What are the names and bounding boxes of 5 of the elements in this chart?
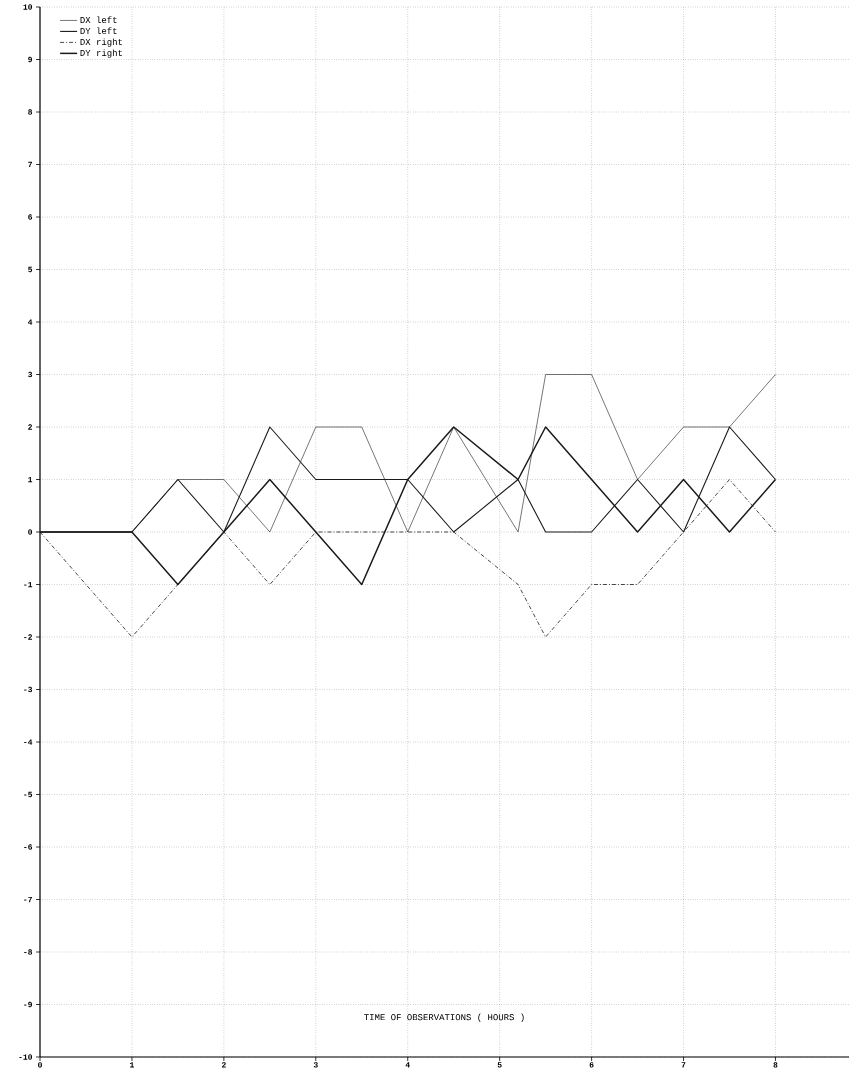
legend-label: DX right [80, 38, 122, 47]
legend-label: DY right [80, 49, 122, 58]
legend-label: DX left [80, 16, 117, 24]
x-axis-title: TIME OF OBSERVATIONS ( HOURS ) [364, 1013, 524, 1022]
legend-label: DY left [80, 27, 117, 35]
